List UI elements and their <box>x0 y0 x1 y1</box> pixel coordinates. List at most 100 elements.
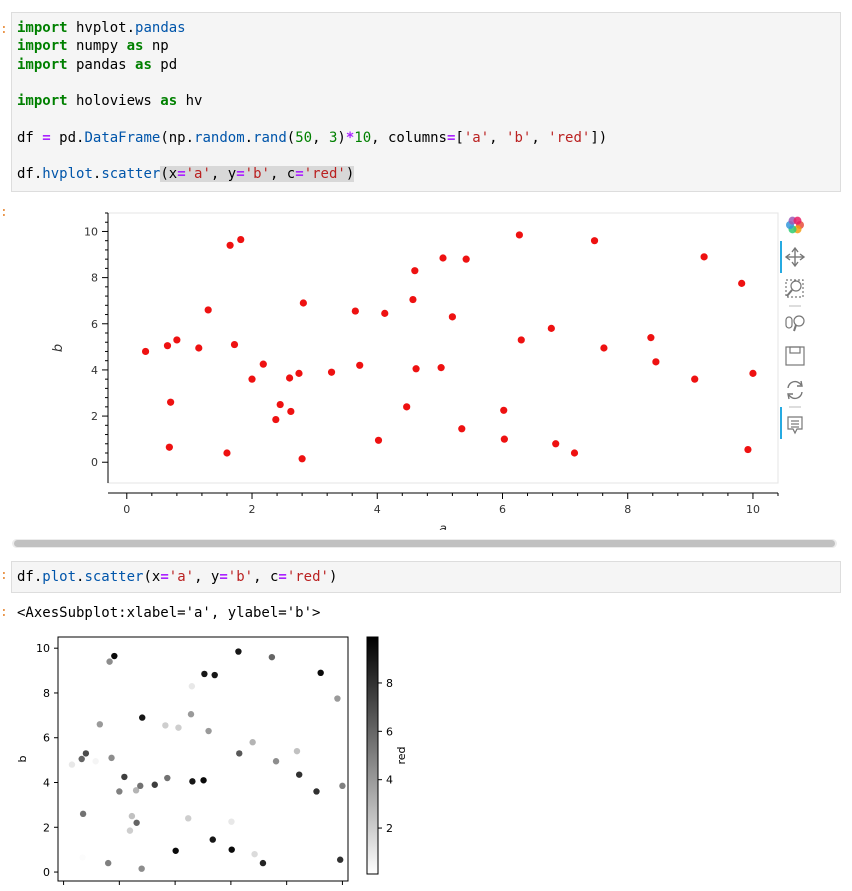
matplotlib-scatter-chart: 0 2 4 6 8 10 b 2 4 6 8 red <box>16 636 408 885</box>
wheel-lens <box>793 315 805 327</box>
data-point <box>163 342 172 350</box>
data-point <box>272 415 280 424</box>
pan-icon[interactable] <box>784 246 806 268</box>
mpl-data-point <box>92 758 99 765</box>
data-point <box>237 235 245 244</box>
mpl-data-point <box>137 782 144 790</box>
data-point <box>700 253 708 261</box>
mpl-data-point <box>313 788 320 795</box>
data-point <box>744 445 752 454</box>
data-point <box>552 440 560 448</box>
mpl-data-point <box>111 652 118 660</box>
mpl-data-point <box>139 714 146 721</box>
colorbar-tick-label: 8 <box>386 677 393 690</box>
data-point <box>327 368 336 376</box>
mpl-y-tick-label: 2 <box>43 821 50 834</box>
mpl-data-point <box>108 754 115 762</box>
mpl-data-point <box>187 711 195 718</box>
mpl-data-point <box>79 810 87 818</box>
plot-area <box>107 212 779 484</box>
data-point <box>285 374 294 382</box>
data-point <box>749 369 757 377</box>
save-label <box>789 346 801 354</box>
mpl-data-point <box>138 865 145 872</box>
bokeh-logo-icon <box>786 216 804 234</box>
code-cell-1-source[interactable]: import hvplot.pandas import numpy as np … <box>17 20 608 183</box>
data-point <box>226 241 234 249</box>
x-axis-label: a <box>439 522 447 530</box>
mpl-data-point <box>82 750 90 757</box>
mpl-data-point <box>151 781 158 788</box>
code-cell-2[interactable]: df.plot.scatter(x='a', y='b', c='red') <box>11 561 841 593</box>
x-tick-label: 8 <box>624 503 631 516</box>
code-cell-1[interactable]: import hvplot.pandas import numpy as np … <box>11 12 841 192</box>
data-point <box>517 336 525 344</box>
mpl-data-point <box>116 788 123 795</box>
colorbar <box>366 636 379 875</box>
box-zoom-icon[interactable] <box>785 279 804 298</box>
hvplot-scatter-chart[interactable]: 0 2 4 6 8 10 0 2 4 6 8 10 a b <box>40 205 815 530</box>
y-tick-label: 2 <box>91 410 98 423</box>
data-point <box>230 340 239 349</box>
mpl-data-point <box>104 859 112 867</box>
mpl-data-point <box>189 778 196 785</box>
colorbar-label: red <box>395 746 408 764</box>
data-point <box>411 267 419 275</box>
mpl-y-tick-label: 4 <box>43 777 50 790</box>
colorbar-tick-label: 2 <box>386 822 393 835</box>
cell1-prompt-marker: : <box>0 22 8 37</box>
mpl-data-point <box>126 827 134 834</box>
mpl-data-point <box>211 671 218 679</box>
mpl-data-point <box>251 850 258 858</box>
scrollbar-thumb[interactable] <box>14 540 835 547</box>
data-point <box>287 407 295 416</box>
colorbar-tick-label: 6 <box>386 725 393 738</box>
mpl-data-point <box>268 653 276 661</box>
data-point <box>248 375 256 383</box>
mpl-data-point <box>133 819 140 826</box>
horizontal-scrollbar[interactable] <box>12 539 837 548</box>
output2-prompt-marker: : <box>0 605 8 620</box>
output-text: <AxesSubplot:xlabel='a', ylabel='b'> <box>17 605 321 621</box>
save-icon[interactable] <box>785 346 805 366</box>
wheel-mouse <box>785 316 793 329</box>
reset-icon[interactable] <box>787 380 803 400</box>
mpl-data-point <box>172 847 179 854</box>
bokeh-toolbar[interactable] <box>780 216 806 439</box>
mpl-y-tick-label: 0 <box>43 866 50 879</box>
code-cell-2-source[interactable]: df.plot.scatter(x='a', y='b', c='red') <box>17 569 338 585</box>
hover-bubble <box>787 416 803 435</box>
data-point <box>409 295 417 304</box>
data-point <box>276 400 284 409</box>
mpl-data-point <box>228 818 235 825</box>
data-point <box>403 403 411 411</box>
data-point <box>738 279 746 287</box>
data-point <box>458 425 466 433</box>
data-point <box>298 455 306 463</box>
data-point <box>600 344 608 352</box>
mpl-data-point <box>96 721 104 728</box>
hover-icon[interactable] <box>787 416 803 435</box>
mpl-data-point <box>175 724 182 731</box>
mpl-data-point <box>132 787 140 794</box>
data-point <box>500 435 508 443</box>
mpl-data-point <box>334 695 341 702</box>
y-tick-label: 0 <box>91 456 98 469</box>
mpl-data-point <box>236 750 243 757</box>
mpl-data-point <box>205 727 212 735</box>
data-point <box>374 436 383 444</box>
mpl-data-point <box>339 782 346 790</box>
y-tick-label: 4 <box>91 364 98 377</box>
reset-arc <box>787 380 803 400</box>
mpl-data-point <box>128 812 136 820</box>
output1-prompt-marker: : <box>0 205 8 220</box>
mpl-data-point <box>259 859 267 867</box>
data-point <box>381 309 389 317</box>
x-tick-label: 10 <box>746 503 760 516</box>
mpl-data-point <box>293 747 301 755</box>
y-tick-label: 6 <box>91 318 98 331</box>
wheel-zoom-icon[interactable] <box>785 315 805 332</box>
mpl-data-point <box>272 758 280 765</box>
mpl-data-point <box>201 670 208 678</box>
mpl-data-point <box>249 739 256 746</box>
